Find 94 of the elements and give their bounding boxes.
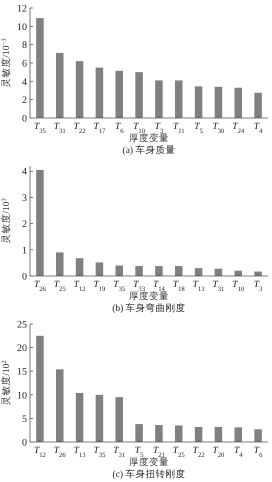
y-tick-label: 15 [17,366,27,378]
bar [56,369,64,442]
x-tick-label: T$_{35}$ [93,446,106,458]
x-tick-label: T$_{20}$ [212,446,226,458]
x-tick-label: T$_{13}$ [74,446,86,458]
bar [56,52,64,118]
bar [174,425,183,442]
bar [234,427,242,442]
x-tick-label: T$_{21}$ [152,446,165,458]
x-tick-label: T$_{22}$ [192,446,205,458]
y-tick-label: 20 [17,343,27,354]
bar [135,424,143,442]
x-tick-label: T$_{26}$ [54,446,66,458]
x-tick-label: T$_{30}$ [212,122,226,134]
text: (c) 车身扭转刚度 [112,468,186,480]
y-tick-label: 0 [22,438,27,448]
x-tick-label: T$_{3}$ [254,280,264,292]
bar [76,258,84,276]
y-tick-label: 3 [22,192,27,204]
x-tick-label: T$_{12}$ [34,446,46,458]
x-tick-label: T$_{31}$ [212,280,224,292]
bar [36,170,44,276]
x-tick-label: T$_{11}$ [172,122,185,134]
bar [174,266,183,276]
x-tick-label: T$_{6}$ [254,446,264,458]
x-tick-label: T$_{26}$ [34,280,47,292]
bar [76,392,84,442]
x-tick-label: T$_{10}$ [133,122,146,134]
bar [254,92,262,118]
x-tick-label: T$_{4}$ [254,122,264,134]
y-tick-label: 1 [22,245,27,256]
y-tick-label: 10 [17,390,27,402]
x-tick-label: T$_{12}$ [74,280,86,292]
x-tick-label: T$_{5}$ [134,446,144,458]
text: (a) 车身质量 [122,144,176,156]
x-tick-label: T$_{31}$ [113,446,126,458]
x-tick-label: T$_{10}$ [232,280,245,292]
x-tick-label: T$_{14}$ [152,280,166,292]
bar [56,252,64,276]
x-tick-label: T$_{3}$ [154,122,164,134]
bar [194,426,202,442]
x-tick-label: T$_{18}$ [172,280,186,292]
bar [174,80,183,118]
bar [96,68,104,118]
bar [214,86,222,118]
y-tick-label: 0 [22,272,27,282]
x-tick-label: T$_{25}$ [54,280,66,292]
x-tick-label: T$_{4}$ [234,446,244,458]
y-tick-label: 5 [22,414,27,425]
bar [155,80,163,118]
y-tick-label: 2 [22,95,27,106]
bar [155,266,163,276]
x-tick-label: T$_{17}$ [93,122,106,134]
x-axis-title: 厚度变量 [129,290,169,302]
x-tick-label: T$_{35}$ [34,122,47,134]
x-tick-label: T$_{19}$ [93,280,106,292]
x-tick-label: T$_{5}$ [194,122,204,134]
y-tick-label: 12 [17,4,27,14]
x-tick-label: T$_{35}$ [113,280,126,292]
bar [115,397,124,442]
y-tick-label: 4 [22,166,27,178]
bar [194,86,202,118]
bar [254,429,262,442]
y-tick-label: 2 [22,219,27,230]
x-axis-title: 厚度变量 [129,456,169,468]
bar [96,262,104,276]
bar [96,394,104,442]
x-tick-label: T$_{13}$ [192,280,206,292]
bar [115,266,124,276]
x-tick-label: T$_{24}$ [232,122,245,134]
x-axis-title: 厚度变量 [129,132,169,144]
bar [155,425,163,442]
y-tick-label: 4 [22,76,27,88]
bar [76,61,84,118]
bar [214,426,222,442]
y-tick-label: 8 [22,40,27,52]
y-tick-label: 6 [22,58,27,70]
bar [234,88,242,118]
x-tick-label: T$_{6}$ [114,122,124,134]
bar [36,336,44,442]
x-tick-label: T$_{25}$ [172,446,186,458]
x-tick-label: T$_{22}$ [74,122,86,134]
y-tick-label: 0 [22,114,27,124]
x-tick-label: T$_{31}$ [54,122,66,134]
text: (b) 车身弯曲刚度 [112,302,186,314]
bar [194,268,202,276]
bar [135,266,143,276]
bar [135,72,143,118]
bar [36,18,44,118]
bar [214,268,222,276]
x-tick-label: T$_{33}$ [133,280,146,292]
y-tick-label: 25 [17,320,27,330]
bar [115,70,124,118]
y-tick-label: 10 [17,22,27,33]
